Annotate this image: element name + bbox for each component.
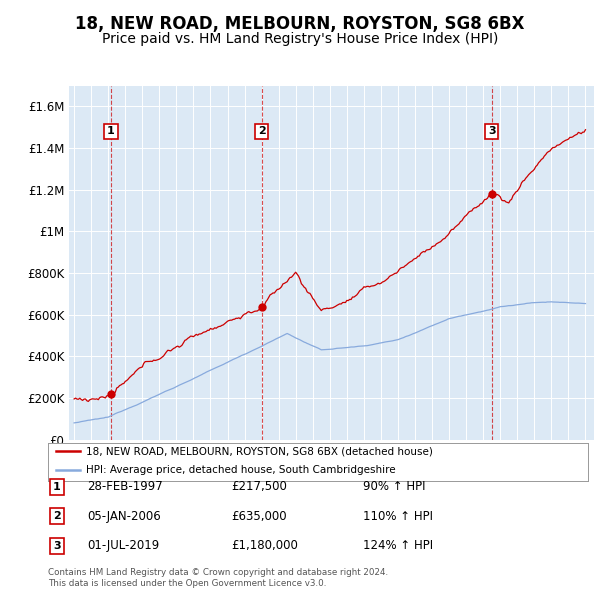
Text: 28-FEB-1997: 28-FEB-1997 (87, 480, 163, 493)
Text: 18, NEW ROAD, MELBOURN, ROYSTON, SG8 6BX (detached house): 18, NEW ROAD, MELBOURN, ROYSTON, SG8 6BX… (86, 446, 433, 456)
Text: 18, NEW ROAD, MELBOURN, ROYSTON, SG8 6BX: 18, NEW ROAD, MELBOURN, ROYSTON, SG8 6BX (75, 15, 525, 33)
Text: £217,500: £217,500 (231, 480, 287, 493)
Text: 2: 2 (53, 512, 61, 521)
Text: 01-JUL-2019: 01-JUL-2019 (87, 539, 159, 552)
Text: 05-JAN-2006: 05-JAN-2006 (87, 510, 161, 523)
Text: 124% ↑ HPI: 124% ↑ HPI (363, 539, 433, 552)
Text: Price paid vs. HM Land Registry's House Price Index (HPI): Price paid vs. HM Land Registry's House … (102, 32, 498, 47)
Text: £635,000: £635,000 (231, 510, 287, 523)
Text: 2: 2 (258, 126, 266, 136)
Text: 1: 1 (107, 126, 115, 136)
Text: £1,180,000: £1,180,000 (231, 539, 298, 552)
Text: Contains HM Land Registry data © Crown copyright and database right 2024.
This d: Contains HM Land Registry data © Crown c… (48, 568, 388, 588)
Text: 1: 1 (53, 482, 61, 491)
Text: 90% ↑ HPI: 90% ↑ HPI (363, 480, 425, 493)
Text: 3: 3 (53, 541, 61, 550)
Text: 3: 3 (488, 126, 496, 136)
Text: 110% ↑ HPI: 110% ↑ HPI (363, 510, 433, 523)
Text: HPI: Average price, detached house, South Cambridgeshire: HPI: Average price, detached house, Sout… (86, 465, 395, 475)
